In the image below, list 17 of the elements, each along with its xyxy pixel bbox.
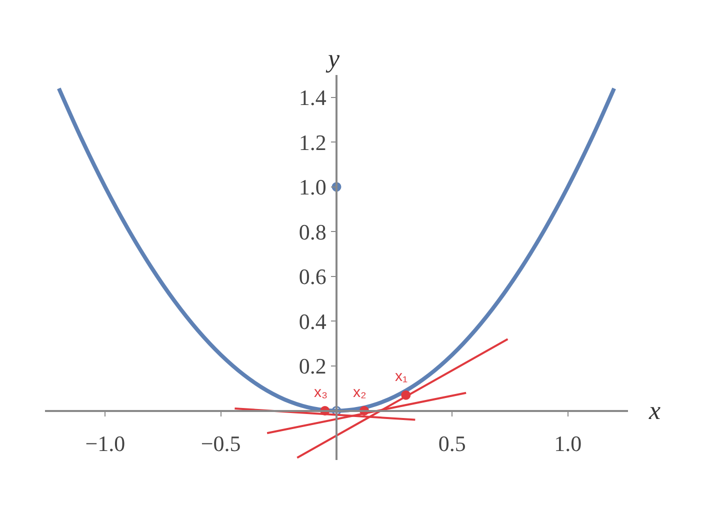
- y-tick-label: 0.8: [298, 219, 326, 244]
- y-axis-title: y: [325, 44, 340, 73]
- y-tick-label: 0.4: [298, 308, 326, 334]
- x-axis-title: x: [648, 396, 661, 425]
- x-tick-label: −0.5: [200, 430, 241, 456]
- point: [401, 390, 411, 400]
- annotation: x₁: [395, 368, 408, 385]
- y-tick-label: 0.6: [298, 264, 326, 290]
- y-tick-label: 1.2: [298, 130, 326, 155]
- y-tick-label: 0.2: [298, 354, 326, 379]
- y-tick-label: 1.0: [298, 174, 326, 200]
- annotation: x₂: [353, 384, 366, 401]
- y-tick-label: 1.4: [298, 85, 326, 110]
- x-tick-label: −1.0: [85, 430, 126, 456]
- x-tick-label: 0.5: [438, 430, 466, 456]
- annotation: x₃: [314, 384, 328, 401]
- x-tick-label: 1.0: [554, 430, 582, 456]
